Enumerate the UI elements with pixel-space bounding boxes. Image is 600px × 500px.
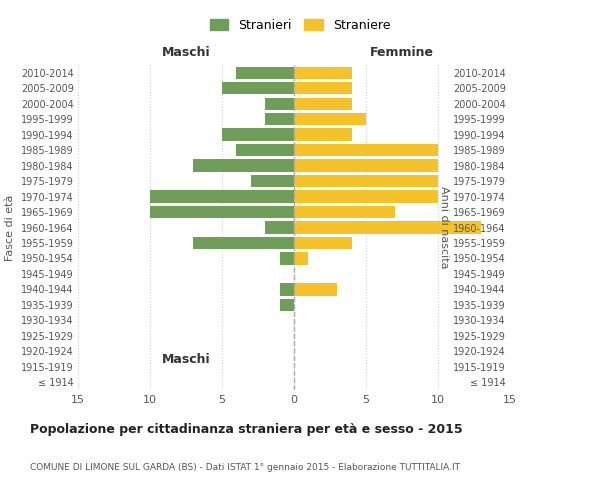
Y-axis label: Fasce di età: Fasce di età [5, 194, 16, 260]
Bar [294, 237, 352, 249]
Bar [280, 252, 294, 264]
Bar [222, 82, 294, 94]
Bar [294, 160, 438, 172]
Text: Maschi: Maschi [161, 46, 211, 59]
Bar [251, 175, 294, 188]
Bar [265, 113, 294, 126]
Bar [150, 206, 294, 218]
Bar [294, 283, 337, 296]
Legend: Stranieri, Straniere: Stranieri, Straniere [205, 14, 395, 37]
Text: Femmine: Femmine [370, 46, 434, 59]
Bar [294, 144, 438, 156]
Bar [294, 113, 366, 126]
Bar [193, 237, 294, 249]
Bar [294, 175, 438, 188]
Bar [222, 128, 294, 141]
Bar [265, 98, 294, 110]
Bar [294, 252, 308, 264]
Bar [150, 190, 294, 202]
Bar [294, 206, 395, 218]
Bar [294, 98, 352, 110]
Bar [294, 66, 352, 79]
Bar [265, 222, 294, 234]
Text: COMUNE DI LIMONE SUL GARDA (BS) - Dati ISTAT 1° gennaio 2015 - Elaborazione TUTT: COMUNE DI LIMONE SUL GARDA (BS) - Dati I… [30, 463, 460, 472]
Text: Popolazione per cittadinanza straniera per età e sesso - 2015: Popolazione per cittadinanza straniera p… [30, 422, 463, 436]
Bar [280, 283, 294, 296]
Bar [236, 144, 294, 156]
Y-axis label: Anni di nascita: Anni di nascita [439, 186, 449, 269]
Bar [294, 82, 352, 94]
Text: Maschi: Maschi [161, 354, 211, 366]
Bar [294, 222, 481, 234]
Bar [193, 160, 294, 172]
Bar [280, 298, 294, 311]
Bar [294, 128, 352, 141]
Bar [236, 66, 294, 79]
Bar [294, 190, 438, 202]
